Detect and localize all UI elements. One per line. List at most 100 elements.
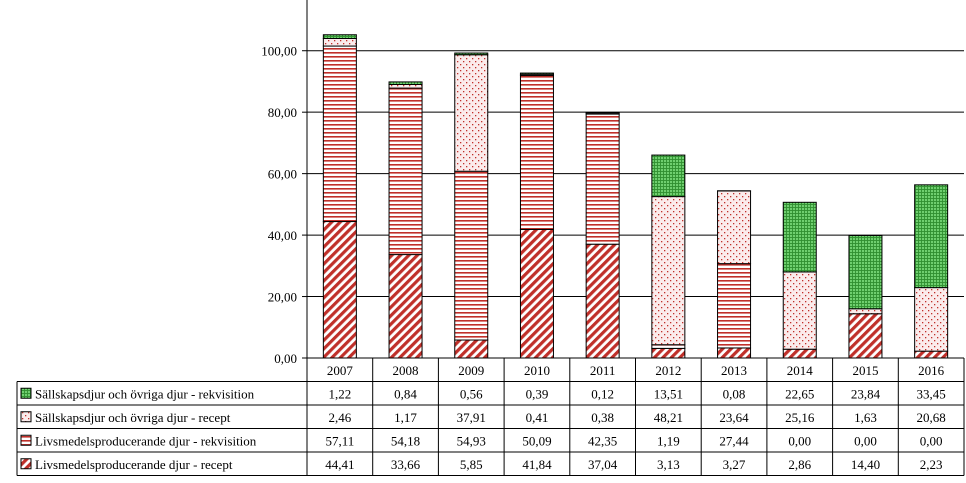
data-label: 57,11	[325, 433, 354, 448]
bars	[322, 34, 949, 359]
data-label: 37,04	[588, 457, 618, 472]
bar-segment	[388, 254, 423, 359]
x-tick-label: 2014	[787, 363, 814, 378]
bar-segment	[782, 271, 817, 350]
y-tick-label: 20,00	[268, 290, 297, 305]
bar-segment	[454, 54, 489, 172]
bar-segment	[914, 287, 949, 352]
bar-segment	[519, 72, 554, 75]
bar-segment	[651, 344, 686, 349]
y-axis-ticks: 0,00 20,00 40,00 60,00 80,00 100,00	[261, 0, 308, 366]
bar-segment	[322, 37, 357, 47]
bar-segment	[717, 347, 752, 359]
bar-segment	[848, 308, 883, 315]
data-label: 54,93	[457, 433, 486, 448]
bar-segment	[914, 184, 949, 289]
bar-segment	[519, 228, 554, 359]
data-label: 23,64	[719, 410, 749, 425]
bar-segment	[322, 221, 357, 359]
data-label: 50,09	[522, 433, 551, 448]
bar-segment	[388, 81, 423, 85]
data-table: 2007 2008 2009 2010 2011 2012 2013 2014 2015 2016…	[16, 357, 965, 476]
data-label: 44,41	[325, 457, 354, 472]
data-label: 1,19	[657, 433, 680, 448]
data-label: 14,40	[851, 457, 880, 472]
data-label: 1,22	[328, 386, 351, 401]
data-label: 48,21	[654, 410, 683, 425]
data-label: 25,16	[785, 410, 815, 425]
data-label: 13,51	[654, 386, 683, 401]
bar-segment	[914, 350, 949, 359]
data-label: 0,08	[723, 386, 746, 401]
legend-swatch	[20, 411, 32, 423]
data-label: 33,66	[391, 457, 421, 472]
bar-segment	[782, 201, 817, 273]
data-label: 5,85	[460, 457, 483, 472]
x-tick-label: 2016	[918, 363, 945, 378]
bar-segment	[651, 347, 686, 359]
data-label: 0,00	[920, 433, 943, 448]
y-tick-label: 100,00	[261, 44, 297, 59]
data-label: 54,18	[391, 433, 420, 448]
x-tick-label: 2010	[524, 363, 550, 378]
bar-segment	[519, 75, 554, 230]
data-label: 2,23	[920, 457, 943, 472]
y-tick-label: 40,00	[268, 228, 297, 243]
data-label: 2,46	[328, 410, 351, 425]
x-tick-label: 2007	[327, 363, 354, 378]
legend-swatch	[20, 387, 32, 399]
data-label: 41,84	[522, 457, 552, 472]
data-label: 0,56	[460, 386, 483, 401]
data-label: 33,45	[917, 386, 946, 401]
bar-segment	[454, 170, 489, 341]
legend-swatch	[20, 434, 32, 446]
y-tick-label: 80,00	[268, 105, 297, 120]
y-tick-label: 60,00	[268, 167, 297, 182]
data-label: 0,00	[788, 433, 811, 448]
data-label: 1,63	[854, 410, 877, 425]
data-label: 20,68	[917, 410, 946, 425]
data-label: 1,17	[394, 410, 417, 425]
bar-segment	[651, 196, 686, 346]
bar-segment	[848, 313, 883, 359]
legend-entry: Livsmedelsproducerande djur - rekvisitio…	[35, 433, 257, 448]
bar-segment	[454, 52, 489, 56]
x-tick-label: 2013	[721, 363, 747, 378]
legend-entry: Sällskapsdjur och övriga djur - recept	[35, 410, 231, 425]
bar-segment	[848, 234, 883, 310]
bar-segment	[717, 190, 752, 265]
data-label: 37,91	[457, 410, 486, 425]
bar-segment	[717, 263, 752, 349]
bar-segment	[322, 34, 357, 39]
data-label: 22,65	[785, 386, 814, 401]
bar-segment	[454, 339, 489, 359]
x-tick-label: 2012	[655, 363, 681, 378]
bar-segment	[651, 154, 686, 198]
data-label: 0,84	[394, 386, 417, 401]
x-tick-label: 2011	[590, 363, 616, 378]
bar-segment	[585, 243, 620, 359]
x-tick-label: 2008	[393, 363, 419, 378]
data-label: 0,00	[854, 433, 877, 448]
data-label: 3,27	[723, 457, 746, 472]
bar-segment	[388, 87, 423, 256]
legend-entry: Sällskapsdjur och övriga djur - rekvisit…	[35, 386, 255, 401]
data-label: 2,86	[788, 457, 811, 472]
data-label: 27,44	[719, 433, 749, 448]
data-label: 3,13	[657, 457, 680, 472]
data-label: 0,12	[591, 386, 614, 401]
bar-segment	[388, 83, 423, 89]
x-tick-label: 2015	[852, 363, 878, 378]
data-label: 0,38	[591, 410, 614, 425]
y-tick-label: 0,00	[274, 351, 297, 366]
bar-segment	[585, 113, 620, 245]
bar-segment	[782, 348, 817, 359]
x-tick-label: 2009	[458, 363, 484, 378]
data-label: 0,41	[526, 410, 549, 425]
bar-segment	[322, 45, 357, 223]
data-label: 42,35	[588, 433, 617, 448]
data-label: 23,84	[851, 386, 881, 401]
legend-swatch	[20, 458, 32, 470]
data-label: 0,39	[526, 386, 549, 401]
